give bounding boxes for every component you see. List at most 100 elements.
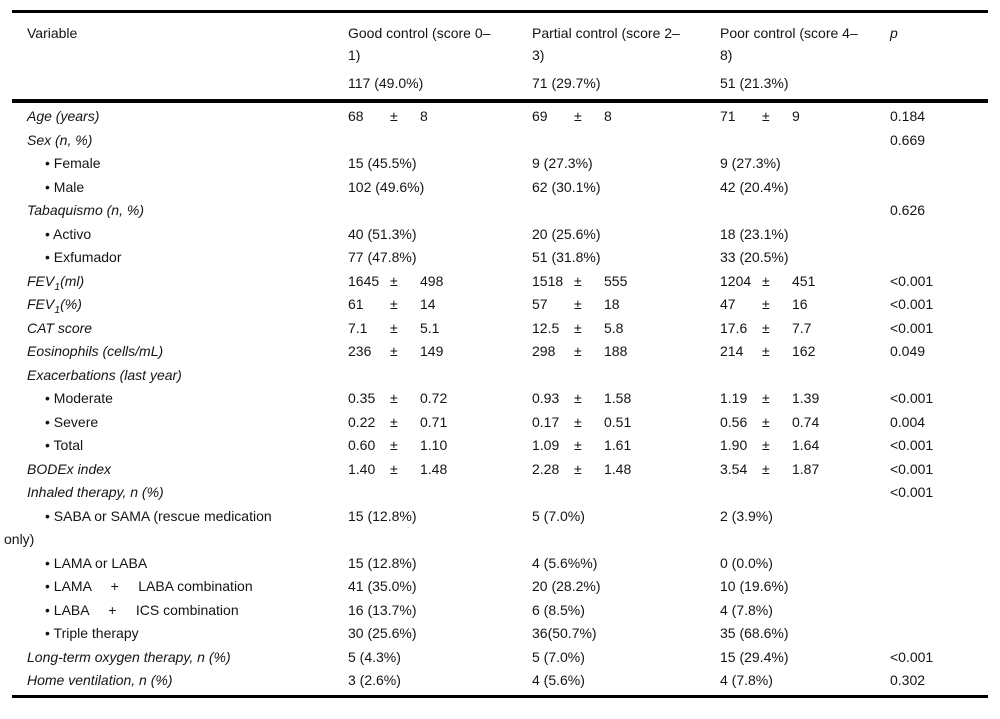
good-control-cell <box>348 481 532 505</box>
good-control-cell: 102 (49.6%) <box>348 178 425 195</box>
variable-label: • Moderate <box>45 390 113 406</box>
variable-label: • Male <box>45 178 85 195</box>
poor-control-cell <box>720 481 890 505</box>
sd-value: 1.87 <box>792 460 820 477</box>
sd-value: 1.58 <box>604 390 632 406</box>
table-row: • Male 102 (49.6%) 62 (30.1%) 42 (20.4%) <box>12 176 988 200</box>
poor-control-cell: 71 ±9 <box>720 105 890 129</box>
poor-control-cell <box>720 199 890 223</box>
mean-value: 236 <box>348 343 372 359</box>
table-row: • Total 0.60 ±1.10 1.09 ±1.61 1.90 ±1.64 <0.001 <box>12 434 988 458</box>
p-value-cell: 0.004 <box>890 413 926 430</box>
partial-control-cell <box>532 129 720 153</box>
table-row: Eosinophils (cells/mL) 236 ±149 298 ±188 214 ±… <box>12 340 988 364</box>
poor-control-cell: 4 (7.8%) <box>720 601 773 618</box>
partial-control-cell: 20 (28.2%) <box>532 578 601 594</box>
count-cell-good-control: 117 (49.0%) <box>348 75 424 91</box>
table-header-rule <box>12 99 988 103</box>
good-control-cell <box>348 364 532 388</box>
table-row: • SABA or SAMA (rescue medication only) 1… <box>4 505 988 552</box>
partial-control-cell <box>532 199 720 223</box>
good-control-cell: 0.22 ±0.71 <box>348 411 532 435</box>
sd-value: 1.10 <box>420 437 448 453</box>
mean-value: 2.28 <box>532 460 560 477</box>
partial-control-cell: 1518 ±555 <box>532 270 720 294</box>
variable-label: • LABA + ICS combination <box>45 601 239 618</box>
mean-value: 61 <box>348 296 364 312</box>
plus-minus-sign: ± <box>574 272 582 289</box>
mean-value: 0.56 <box>720 413 748 430</box>
sd-value: 8 <box>420 108 428 124</box>
sd-value: 0.71 <box>420 413 448 430</box>
variable-label: CAT score <box>27 319 93 336</box>
variable-label: • Exfumador <box>45 249 122 265</box>
partial-control-cell: 1.09 ±1.61 <box>532 434 720 458</box>
good-control-cell: 5 (4.3%) <box>348 648 401 665</box>
good-control-cell: 15 (12.8%) <box>348 507 417 524</box>
sd-value: 14 <box>420 296 436 312</box>
p-value-cell <box>890 223 988 247</box>
p-value-cell: 0.302 <box>890 672 926 688</box>
sd-value: 8 <box>604 108 612 124</box>
plus-minus-sign: ± <box>762 343 770 359</box>
plus-minus-sign: ± <box>390 296 398 312</box>
sd-value: 1.64 <box>792 437 820 453</box>
table-row: • Severe 0.22 ±0.71 0.17 ±0.51 0.56 ±0.74 0.004 <box>12 411 988 435</box>
mean-value: 68 <box>348 108 364 124</box>
poor-control-cell: 214 ±162 <box>720 340 890 364</box>
mean-value: 298 <box>532 343 556 359</box>
mean-value: 12.5 <box>532 319 560 336</box>
count-cell-variable <box>12 72 348 94</box>
plus-minus-sign: ± <box>762 413 770 430</box>
variable-label: FEV1(ml) <box>27 272 85 293</box>
partial-control-cell: 298 ±188 <box>532 340 720 364</box>
table-row: FEV1(ml) 1645 ±498 1518 ±555 1204 ±451 <0.001 <box>12 270 988 294</box>
plus-minus-sign: ± <box>390 272 398 289</box>
sd-value: 1.48 <box>604 460 632 477</box>
poor-control-cell: 0.56 ±0.74 <box>720 411 890 435</box>
sd-value: 162 <box>792 343 816 359</box>
p-value-cell: <0.001 <box>890 390 934 406</box>
good-control-cell: 68 ±8 <box>348 105 532 129</box>
plus-minus-sign: ± <box>390 108 398 124</box>
good-control-cell: 3 (2.6%) <box>348 672 401 688</box>
p-value-cell <box>890 599 988 623</box>
sd-value: 498 <box>420 272 444 289</box>
p-value-cell: 0.049 <box>890 343 926 359</box>
variable-label: • Activo <box>45 225 92 242</box>
good-control-cell <box>348 199 532 223</box>
variable-label: • Female <box>45 155 101 171</box>
good-control-cell: 15 (45.5%) <box>348 155 417 171</box>
table-row: Inhaled therapy, n (%) <0.001 <box>12 481 988 505</box>
good-control-cell: 0.35 ±0.72 <box>348 387 532 411</box>
poor-control-cell: 0 (0.0%) <box>720 554 773 571</box>
variable-label: Long-term oxygen therapy, n (%) <box>27 648 231 665</box>
count-cell-p <box>890 72 988 94</box>
variable-label: • Severe <box>45 413 99 430</box>
partial-control-cell: 5 (7.0%) <box>532 507 585 524</box>
p-value-cell: <0.001 <box>890 437 934 453</box>
sd-value: 5.1 <box>420 319 440 336</box>
p-value-cell <box>890 622 988 646</box>
plus-minus-sign: ± <box>574 390 582 406</box>
poor-control-cell: 1.90 ±1.64 <box>720 434 890 458</box>
variable-label: • LAMA + LABA combination <box>45 578 253 594</box>
p-value-cell: <0.001 <box>890 484 934 500</box>
mean-value: 1.90 <box>720 437 748 453</box>
plus-minus-sign: ± <box>390 319 398 336</box>
count-cell-partial-control: 71 (29.7%) <box>532 75 601 91</box>
partial-control-cell: 0.17 ±0.51 <box>532 411 720 435</box>
p-value-cell <box>890 246 988 270</box>
good-control-cell: 236 ±149 <box>348 340 532 364</box>
poor-control-cell: 1204 ±451 <box>720 270 890 294</box>
poor-control-cell: 33 (20.5%) <box>720 249 789 265</box>
table-row: • Moderate 0.35 ±0.72 0.93 ±1.58 1.19 ±1.39 <0.… <box>12 387 988 411</box>
sd-value: 1.61 <box>604 437 632 453</box>
column-header-good-control: Good control (score 0– 1) <box>348 25 491 63</box>
plus-minus-sign: ± <box>762 437 770 453</box>
mean-value: 3.54 <box>720 460 748 477</box>
p-value-cell: <0.001 <box>890 296 934 312</box>
mean-value: 0.60 <box>348 437 376 453</box>
mean-value: 1645 <box>348 272 380 289</box>
p-value-cell: <0.001 <box>890 319 934 336</box>
